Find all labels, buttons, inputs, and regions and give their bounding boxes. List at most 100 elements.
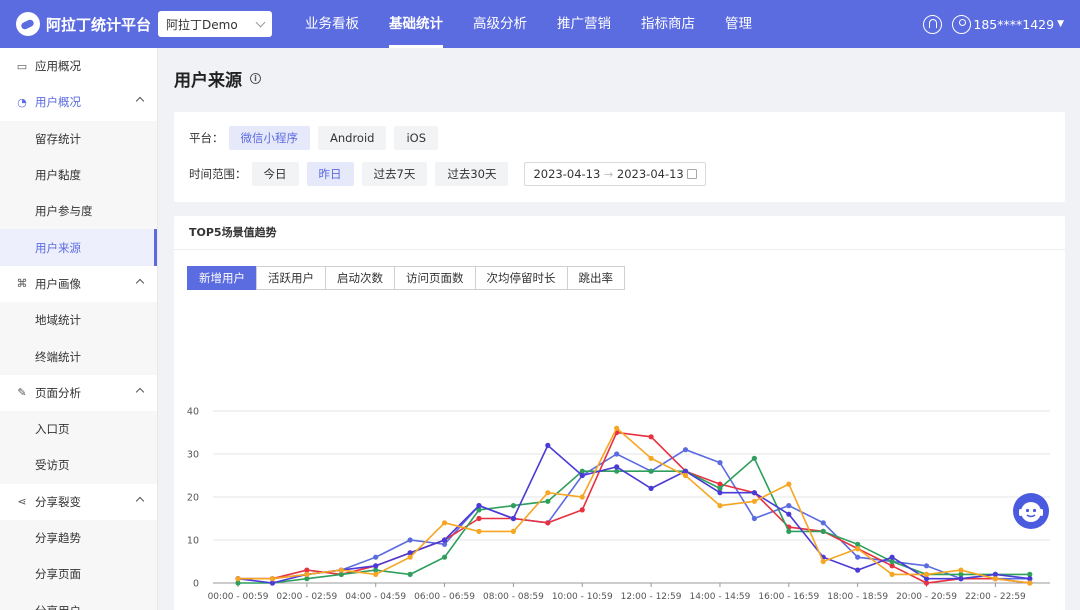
sidebar-item-label: 用户黏度 [35,168,81,183]
assistant-bot-icon[interactable] [1013,493,1049,529]
pie-icon: ◔ [17,95,27,109]
bell-icon[interactable] [923,14,943,34]
y-tick-label: 30 [187,450,199,461]
y-tick-label: 10 [187,536,199,547]
logo[interactable]: 阿拉丁统计平台 [16,12,158,36]
series-point-3 [648,485,654,491]
sidebar-item-label: 地域统计 [35,313,81,328]
series-point-3 [958,576,964,582]
range-chip-2[interactable]: 过去7天 [361,162,428,186]
tab-4[interactable]: 次均停留时长 [474,266,568,290]
share-icon: ⋖ [17,495,27,509]
y-tick-label: 40 [187,407,199,418]
sidebar-item-8[interactable]: 终端统计 [0,338,157,375]
series-point-4 [820,558,826,565]
series-point-4 [545,490,551,496]
series-point-3 [923,576,930,582]
series-point-2 [614,468,620,474]
sidebar-group-0[interactable]: ▭ 应用概况 [0,48,157,84]
series-point-2 [786,528,792,534]
sidebar-item-label: 终端统计 [35,349,81,364]
nav-item-5[interactable]: 管理 [725,16,752,32]
series-point-4 [923,571,930,577]
series-point-1 [648,434,654,440]
series-point-4 [614,425,620,431]
series-point-4 [510,528,517,534]
series-point-0 [751,515,757,522]
sidebar-item-14[interactable]: 分享页面 [0,556,157,593]
caret-down-icon[interactable]: ▼ [1057,19,1064,29]
sidebar-group-1[interactable]: ◔ 用户概况 [0,84,157,120]
series-point-0 [855,554,861,560]
sidebar-item-5[interactable]: 用户来源 [0,229,157,267]
series-point-3 [545,442,551,448]
series-point-3 [579,472,585,479]
sidebar-group-12[interactable]: ⋖ 分享裂变 [0,484,157,520]
nav-item-2[interactable]: 高级分析 [473,16,527,32]
sidebar-item-4[interactable]: 用户参与度 [0,193,157,230]
series-point-4 [682,472,689,479]
sidebar-item-3[interactable]: 用户黏度 [0,156,157,194]
series-point-1 [889,563,895,569]
sidebar-item-label: 分享裂变 [35,494,81,509]
series-point-1 [923,580,930,586]
sidebar-item-7[interactable]: 地域统计 [0,302,157,339]
platform-label: 平台： [189,131,224,145]
series-point-4 [786,481,792,487]
series-point-2 [648,468,654,474]
series-line-0 [238,448,1030,580]
sidebar-group-9[interactable]: ✎ 页面分析 [0,375,157,411]
series-point-3 [889,554,895,560]
series-point-2 [717,485,723,491]
line-chart: 0 10 20 30 40 00:00 - 00:59 02:00 - 02:59 04:00… [187,407,1050,602]
sidebar-item-2[interactable]: 留存统计 [0,120,157,157]
tab-1[interactable]: 活跃用户 [256,266,326,290]
series-point-4 [751,498,757,504]
series-point-3 [1027,576,1033,582]
sidebar-item-15[interactable]: 分享用户 [0,592,157,610]
series-point-4 [235,576,241,582]
chevron-down-icon [255,17,266,27]
series-line-1 [238,431,1030,584]
platform-chip-0[interactable]: 微信小程序 [228,126,310,150]
chart-card: TOP5场景值趋势 新增用户 活跃用户 启动次数 访问页面数 次均停留时长 跳出率 0 10… [174,216,1065,610]
range-chip-0[interactable]: 今日 [251,162,299,186]
tab-5[interactable]: 跳出率 [566,266,625,290]
info-icon[interactable]: i [250,73,261,84]
date-range-picker[interactable]: 2023-04-13 → 2023-04-13 [524,162,707,186]
nav-item-1[interactable]: 基础统计 [374,0,458,48]
y-tick-label: 20 [187,493,199,504]
platform-chip-1[interactable]: Android [318,126,387,150]
app-select[interactable]: 阿拉丁Demo [158,11,272,37]
sidebar-item-13[interactable]: 分享趋势 [0,519,157,557]
nav-item-3[interactable]: 推广营销 [557,16,611,32]
platform-chip-2[interactable]: iOS [394,126,439,150]
date-end: 2023-04-13 [616,167,684,181]
sidebar-item-label: 分享页面 [35,567,81,582]
series-point-0 [717,460,723,466]
series-point-4 [855,546,861,552]
sidebar-group-6[interactable]: ⌘ 用户画像 [0,266,157,302]
series-point-2 [545,498,551,504]
tab-3[interactable]: 访问页面数 [394,266,476,290]
series-point-3 [786,511,792,517]
series-point-2 [373,567,379,573]
series-point-0 [373,554,379,560]
series-point-1 [476,515,482,522]
series-point-4 [889,571,895,577]
user-name[interactable]: 185****1429 [973,16,1055,32]
app-select-value: 阿拉丁Demo [166,17,238,32]
sidebar-item-11[interactable]: 受访页 [0,447,157,484]
sidebar-item-10[interactable]: 入口页 [0,410,157,448]
series-point-4 [579,494,585,500]
series-point-4 [304,571,310,577]
range-chip-3[interactable]: 过去30天 [435,162,509,186]
range-chip-1[interactable]: 昨日 [306,162,354,186]
logo-text: 阿拉丁统计平台 [46,15,152,34]
nav-item-0[interactable]: 业务看板 [305,16,359,32]
series-point-3 [751,490,757,496]
series-point-3 [682,468,689,474]
nav-item-4[interactable]: 指标商店 [641,16,695,32]
series-point-2 [235,580,241,586]
top-navbar: 阿拉丁统计平台 阿拉丁Demo 业务看板 基础统计 高级分析 推广营销 指标商店 管理 1… [0,0,1080,48]
